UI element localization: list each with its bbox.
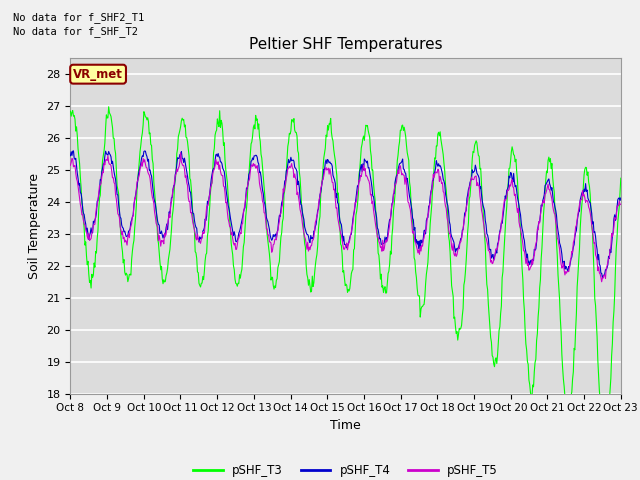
Y-axis label: Soil Temperature: Soil Temperature: [28, 173, 41, 278]
X-axis label: Time: Time: [330, 419, 361, 432]
Title: Peltier SHF Temperatures: Peltier SHF Temperatures: [249, 37, 442, 52]
Legend: pSHF_T3, pSHF_T4, pSHF_T5: pSHF_T3, pSHF_T4, pSHF_T5: [189, 459, 502, 480]
Text: No data for f_SHF2_T1: No data for f_SHF2_T1: [13, 12, 144, 23]
Text: No data for f_SHF_T2: No data for f_SHF_T2: [13, 26, 138, 37]
Text: VR_met: VR_met: [73, 68, 123, 81]
